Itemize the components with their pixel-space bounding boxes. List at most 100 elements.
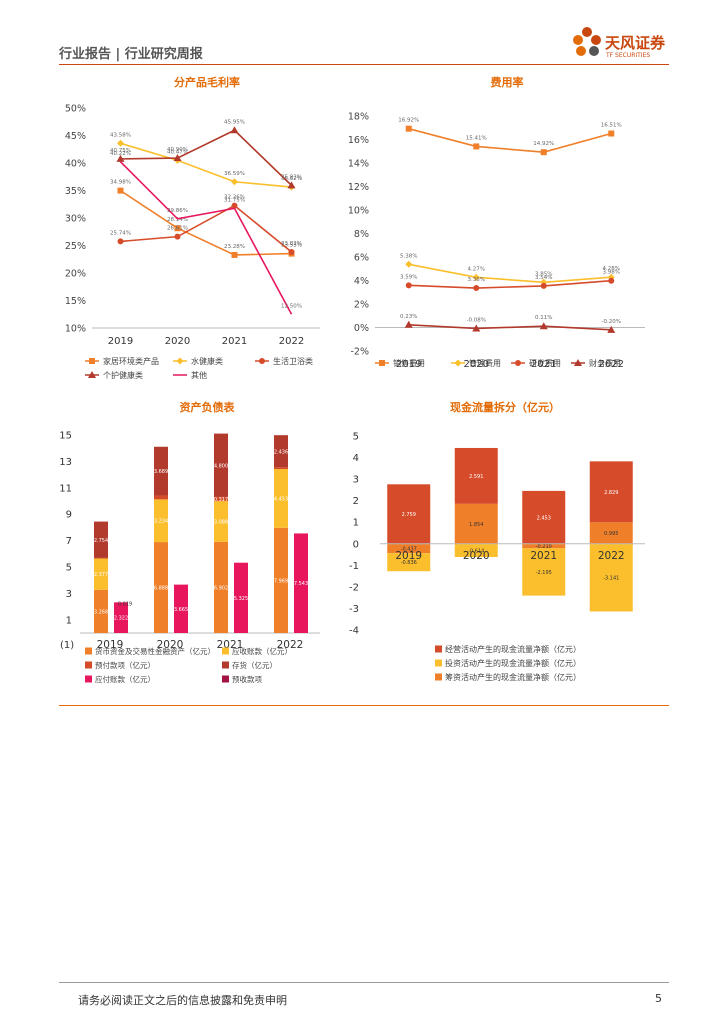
stack-label-3-1: 3.689: [154, 469, 168, 475]
y-tick-label: 2%: [354, 300, 369, 311]
legend-label-0: 家居环境类产品: [103, 356, 159, 366]
legend-label-2: 筹资活动产生的现金流量净额（亿元）: [445, 672, 581, 682]
series-line-4: [119, 161, 293, 315]
legend-label-2: 研发费用: [529, 358, 561, 368]
x-tick-label: 2019: [97, 639, 124, 651]
stack-bar-3-2: [214, 433, 228, 497]
legend-swatch-0: [85, 647, 92, 655]
report-header: 行业报告 | 行业研究周报: [59, 47, 203, 62]
y-tick-label: -2: [349, 582, 359, 593]
stack-bar-0-3: [274, 527, 288, 633]
chart-title: 分产品毛利率: [174, 75, 240, 89]
y-tick-label: 40%: [65, 159, 86, 170]
legend-swatch-3: [222, 661, 229, 669]
legend-swatch-1: [435, 659, 442, 667]
x-tick-label: 2021: [531, 359, 556, 370]
data-point-1-1: [472, 273, 480, 281]
bar-2-1: [454, 503, 498, 544]
x-tick-label: 2019: [108, 336, 133, 347]
bar-label-1-0: -0.836: [401, 560, 417, 566]
data-label-3-0: 40.75%: [110, 148, 131, 154]
legend-label-2: 生活卫浴类: [273, 356, 313, 366]
side-bar-3: [294, 533, 308, 633]
data-label-0-1: 15.41%: [466, 135, 487, 141]
data-point-1-2: [231, 178, 238, 186]
data-label-0-3: 16.51%: [601, 123, 622, 129]
data-label-2-1: 3.36%: [468, 277, 485, 283]
stack-label-0-2: 6.902: [214, 585, 228, 591]
data-label-1-2: 36.59%: [224, 171, 245, 177]
y-tick-label: 13: [59, 457, 72, 468]
stack-bar-1-2: [214, 501, 228, 542]
data-label-3-1: -0.08%: [467, 317, 486, 323]
data-label-0-2: 23.28%: [224, 244, 245, 250]
logo-text-cn: 天风证券: [605, 34, 666, 52]
data-label-4-3: 12.50%: [281, 303, 302, 309]
stack-label-3-3: 2.436: [274, 449, 288, 455]
data-label-4-2: 31.75%: [224, 197, 245, 203]
data-point-1-0: [117, 139, 124, 147]
bar-0-1: [454, 447, 498, 504]
stack-bar-1-0: [94, 558, 108, 590]
y-tick-label: 14%: [348, 159, 369, 170]
legend-swatch-5: [222, 675, 229, 683]
stack-label-1-1: 3.234: [154, 519, 168, 525]
y-tick-label: 35%: [65, 186, 86, 197]
y-tick-label: 15%: [65, 296, 86, 307]
data-label-3-1: 40.90%: [167, 147, 188, 153]
x-tick-label: 2021: [530, 550, 557, 562]
stack-bar-2-1: [154, 495, 168, 500]
y-tick-label: 16%: [348, 135, 369, 146]
x-tick-label: 2019: [395, 550, 422, 562]
data-label-0-0: 16.92%: [398, 118, 419, 124]
x-tick-label: 2020: [463, 550, 490, 562]
data-point-2-1: [473, 285, 480, 292]
legend-marker-3: [574, 359, 582, 366]
data-label-4-0: 40.22%: [110, 151, 131, 157]
legend-swatch-2: [85, 661, 92, 669]
bar-label-2-2: -0.210: [536, 544, 552, 550]
y-tick-label: 18%: [348, 112, 369, 123]
data-label-1-2: 3.85%: [535, 271, 552, 277]
legend-marker-3: [88, 371, 96, 378]
data-label-1-0: 43.58%: [110, 132, 131, 138]
y-tick-label: 50%: [65, 104, 86, 115]
stack-label-0-3: 7.969: [274, 578, 288, 584]
y-tick-label: 11: [59, 483, 72, 494]
series-line-2: [120, 204, 293, 253]
x-tick-label: 2022: [598, 550, 625, 562]
chart-title: 资产负债表: [180, 400, 236, 414]
data-point-3-3: [287, 181, 296, 189]
data-label-0-3: 23.53%: [281, 243, 302, 249]
data-point-0-1: [473, 143, 480, 150]
legend-marker-0: [89, 358, 95, 364]
cashflow-chart: 现金流量拆分（亿元） 5 4 3 2 1 0 -1 -2 -3 -4 -0.437 2.759 -0.83…: [345, 395, 665, 700]
bar-label-0-3: 2.829: [604, 490, 618, 496]
bar-label-2-0: -0.437: [401, 546, 417, 552]
legend-label-3: 存货（亿元）: [232, 660, 277, 670]
data-label-0-2: 14.92%: [533, 141, 554, 147]
stack-bar-2-0: [94, 557, 108, 559]
bar-0-3: [589, 461, 633, 523]
bar-0-2: [522, 490, 566, 544]
legend-label-0: 销售费用: [393, 358, 425, 368]
side-small-label-0: 0.019: [118, 601, 132, 607]
section-divider: [59, 705, 669, 706]
unit-note: (1): [60, 640, 74, 651]
bar-2-2: [522, 543, 566, 549]
data-label-2-0: 25.74%: [110, 230, 131, 236]
bar-0-0: [387, 484, 431, 544]
data-label-3-3: 35.93%: [281, 174, 302, 180]
series-line-0: [120, 189, 292, 256]
data-label-4-1: 29.86%: [167, 208, 188, 214]
stack-label-1-0: 2.377: [94, 572, 108, 578]
legend-marker-1: [176, 357, 184, 365]
data-point-3-1: [173, 154, 182, 162]
stack-label-3-2: 4.800: [214, 463, 228, 469]
y-tick-label: 5: [66, 563, 72, 574]
bar-label-0-1: 2.591: [469, 474, 483, 480]
data-label-1-1: 4.27%: [468, 266, 485, 272]
data-point-3-2: [230, 126, 239, 134]
legend-label-4: 其他: [191, 370, 207, 380]
stack-label-1-3: 4.453: [274, 496, 288, 502]
